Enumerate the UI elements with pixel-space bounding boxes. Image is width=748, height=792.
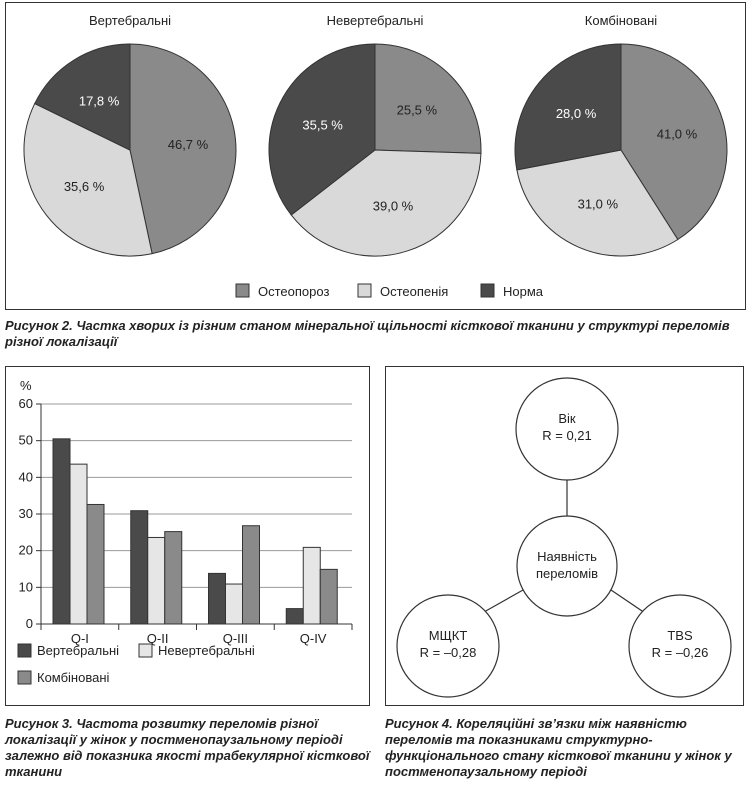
bar — [285, 608, 304, 625]
pie-slice-label: 17,8 % — [79, 94, 120, 109]
y-tick-label: 0 — [26, 616, 33, 631]
bar-chart-svg: % 0 10 20 30 40 50 60 Q-I Q-II Q-III Q-IV Вертебраль… — [17, 378, 353, 685]
y-tick-label: 30 — [19, 506, 33, 521]
correlation-diagram-svg: Вік R = 0,21 Наявність переломів МЩКТ R … — [396, 377, 732, 698]
figure2-caption: Рисунок 2. Частка хворих із різним стано… — [5, 318, 730, 349]
pie-slice-label: 31,0 % — [578, 197, 619, 212]
node-bmd — [396, 594, 500, 698]
pie-slice-label: 35,5 % — [302, 117, 343, 132]
y-tick-label: 10 — [19, 579, 33, 594]
node-age-name: Вік — [558, 411, 576, 426]
bar — [208, 572, 226, 625]
bar — [69, 463, 88, 625]
y-tick-label: 50 — [19, 433, 33, 448]
bar — [225, 583, 243, 625]
node-center — [516, 515, 618, 617]
pie-slice — [620, 43, 728, 241]
connector-tbs — [610, 589, 649, 616]
pie-slice — [374, 43, 482, 154]
bar — [147, 536, 166, 625]
pie-slice-label: 25,5 % — [397, 102, 438, 117]
legend-swatch — [235, 283, 250, 298]
x-tick-label: Q-III — [223, 631, 248, 646]
bar — [86, 503, 105, 625]
pie-slice-label: 41,0 % — [657, 127, 698, 142]
pie-slice-label: 39,0 % — [373, 198, 414, 213]
node-age-r: R = 0,21 — [542, 428, 592, 443]
node-bmd-r: R = –0,28 — [420, 645, 477, 660]
bar-chart-panel: % 0 10 20 30 40 50 60 Q-I Q-II Q-III Q-IV Вертебраль… — [5, 366, 370, 706]
legend-label: Остеопенія — [380, 284, 448, 299]
bar — [52, 438, 71, 625]
node-center-line1: Наявність — [537, 549, 597, 564]
pie-slice — [268, 43, 376, 216]
pie-slice-label: 28,0 % — [556, 106, 597, 121]
node-age — [515, 377, 619, 481]
correlation-diagram-panel: Вік R = 0,21 Наявність переломів МЩКТ R … — [385, 366, 744, 706]
bar — [130, 510, 149, 625]
pie-slice — [129, 43, 237, 255]
pie-slice — [34, 43, 131, 151]
pie-slice — [514, 43, 622, 171]
bar — [302, 546, 321, 625]
legend-label: Норма — [503, 284, 544, 299]
figure4-caption: Рисунок 4. Кореляційні зв’язки між наявн… — [385, 716, 732, 779]
node-tbs — [628, 594, 732, 698]
legend-label: Невертебральні — [158, 643, 255, 658]
figure3-caption: Рисунок 3. Частота розвитку переломів рі… — [5, 716, 370, 779]
y-tick-label: 40 — [19, 469, 33, 484]
node-center-line2: переломів — [536, 566, 598, 581]
pie-slice — [516, 149, 679, 257]
node-tbs-r: R = –0,26 — [652, 645, 709, 660]
node-tbs-name: TBS — [667, 628, 693, 643]
y-tick-label: 60 — [19, 396, 33, 411]
legend-swatch — [138, 643, 153, 658]
legend-label: Вертебральні — [37, 643, 119, 658]
bar — [319, 568, 338, 625]
legend-label: Остеопороз — [258, 284, 329, 299]
x-tick-label: Q-II — [147, 631, 169, 646]
x-tick-label: Q-IV — [300, 631, 327, 646]
pie-slice — [23, 102, 153, 257]
connector-bmd — [483, 589, 524, 613]
pie-slice-label: 46,7 % — [168, 137, 209, 152]
pie-title: Комбіновані — [585, 13, 658, 28]
legend-swatch — [480, 283, 495, 298]
legend-swatch — [17, 643, 32, 658]
legend-label: Комбіновані — [37, 670, 110, 685]
x-tick-label: Q-I — [71, 631, 89, 646]
legend-swatch — [357, 283, 372, 298]
pie-title: Вертебральні — [89, 13, 171, 28]
bar — [164, 531, 183, 625]
bar — [242, 525, 260, 625]
pie-charts-svg: Вертебральні 46,7 % 35,6 % 17,8 % Невертебра… — [23, 13, 728, 299]
pie-slice — [290, 149, 482, 257]
pie-slice-label: 35,6 % — [64, 179, 105, 194]
node-bmd-name: МЩКТ — [429, 628, 468, 643]
legend-swatch — [17, 670, 32, 685]
y-axis-label: % — [20, 378, 32, 393]
y-tick-label: 20 — [19, 543, 33, 558]
pie-charts-panel: Вертебральні 46,7 % 35,6 % 17,8 % Невертебра… — [5, 2, 746, 310]
pie-title: Невертебральні — [327, 13, 424, 28]
